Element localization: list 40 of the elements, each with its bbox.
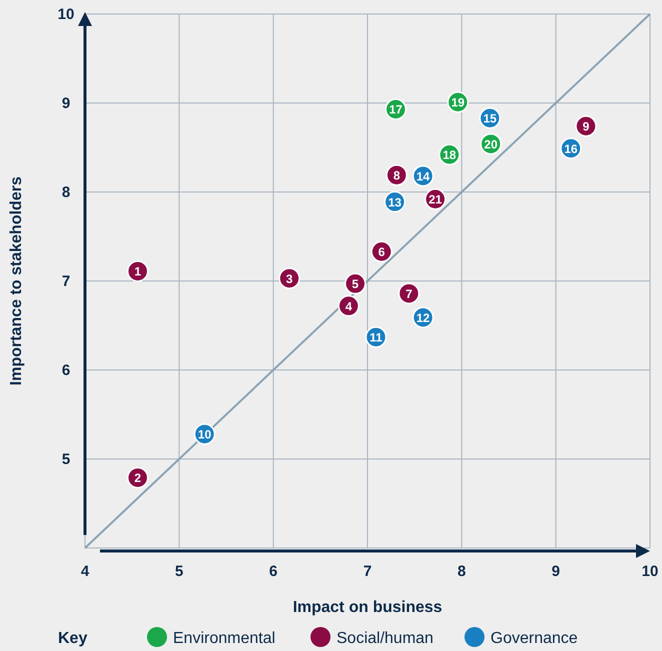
- x-tick-label: 8: [457, 563, 466, 580]
- y-tick-label: 7: [62, 273, 70, 290]
- annotation: 13: [388, 195, 402, 210]
- legend-label: Social/human: [336, 630, 434, 647]
- y-tick-label: 6: [62, 362, 70, 379]
- annotation: 17: [389, 102, 403, 117]
- annotation: 21: [428, 192, 442, 207]
- y-tick-label: 9: [62, 95, 70, 112]
- legend-label: Environmental: [173, 630, 276, 647]
- legend-label: Governance: [490, 630, 578, 647]
- annotation: 20: [484, 137, 498, 152]
- annotation: 14: [416, 169, 430, 184]
- x-axis-title: Impact on business: [292, 599, 442, 616]
- annotation: 19: [451, 96, 465, 110]
- annotation: 18: [442, 148, 456, 162]
- y-tick-label: 10: [58, 6, 74, 23]
- annotation: 2: [134, 471, 142, 486]
- y-tick-label: 8: [62, 184, 70, 201]
- annotation: 4: [345, 299, 352, 314]
- annotation: 5: [352, 277, 359, 292]
- annotation: 3: [286, 272, 293, 286]
- legend-title: Key: [58, 630, 88, 647]
- annotation: 15: [483, 112, 497, 126]
- annotation: 12: [416, 310, 430, 325]
- x-tick-label: 7: [363, 563, 372, 580]
- x-tick-label: 6: [269, 563, 278, 580]
- y-tick-label: 5: [62, 451, 70, 468]
- annotation: 9: [582, 120, 590, 134]
- annotation: 8: [393, 168, 400, 183]
- x-tick-label: 4: [80, 563, 90, 580]
- x-tick-label: 9: [552, 563, 560, 580]
- annotation: 6: [378, 245, 386, 260]
- annotation: 7: [406, 286, 413, 301]
- annotation: 11: [370, 330, 383, 345]
- x-tick-label: 5: [174, 563, 184, 580]
- annotation: 16: [564, 142, 578, 156]
- annotation: 1: [134, 264, 142, 279]
- x-tick-label: 10: [642, 563, 658, 580]
- annotation: 10: [198, 428, 212, 442]
- y-axis-title: Importance to stakeholders: [8, 176, 25, 386]
